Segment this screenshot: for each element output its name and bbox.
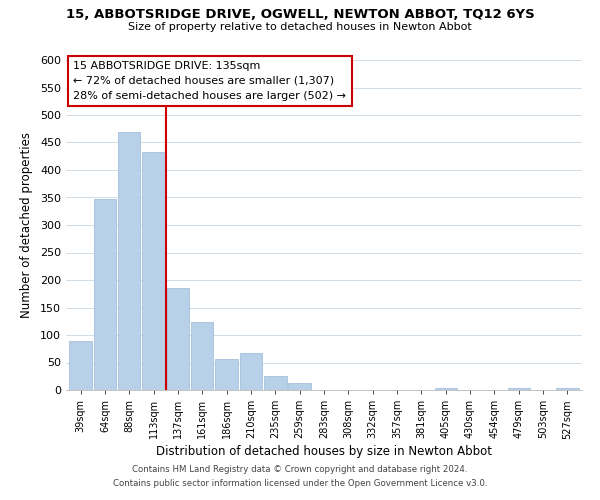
Text: 15, ABBOTSRIDGE DRIVE, OGWELL, NEWTON ABBOT, TQ12 6YS: 15, ABBOTSRIDGE DRIVE, OGWELL, NEWTON AB… [65, 8, 535, 20]
X-axis label: Distribution of detached houses by size in Newton Abbot: Distribution of detached houses by size … [156, 446, 492, 458]
Bar [167, 288, 189, 390]
Bar [94, 198, 116, 390]
Bar [142, 152, 165, 390]
Bar [118, 132, 140, 390]
Text: Size of property relative to detached houses in Newton Abbot: Size of property relative to detached ho… [128, 22, 472, 32]
Bar [215, 358, 238, 390]
Bar [434, 388, 457, 390]
Bar [70, 340, 92, 390]
Text: 15 ABBOTSRIDGE DRIVE: 135sqm
← 72% of detached houses are smaller (1,307)
28% of: 15 ABBOTSRIDGE DRIVE: 135sqm ← 72% of de… [73, 61, 346, 100]
Text: Contains HM Land Registry data © Crown copyright and database right 2024.
Contai: Contains HM Land Registry data © Crown c… [113, 466, 487, 487]
Bar [556, 388, 578, 390]
Bar [264, 376, 287, 390]
Y-axis label: Number of detached properties: Number of detached properties [20, 132, 33, 318]
Bar [508, 388, 530, 390]
Bar [191, 322, 214, 390]
Bar [240, 353, 262, 390]
Bar [289, 384, 311, 390]
